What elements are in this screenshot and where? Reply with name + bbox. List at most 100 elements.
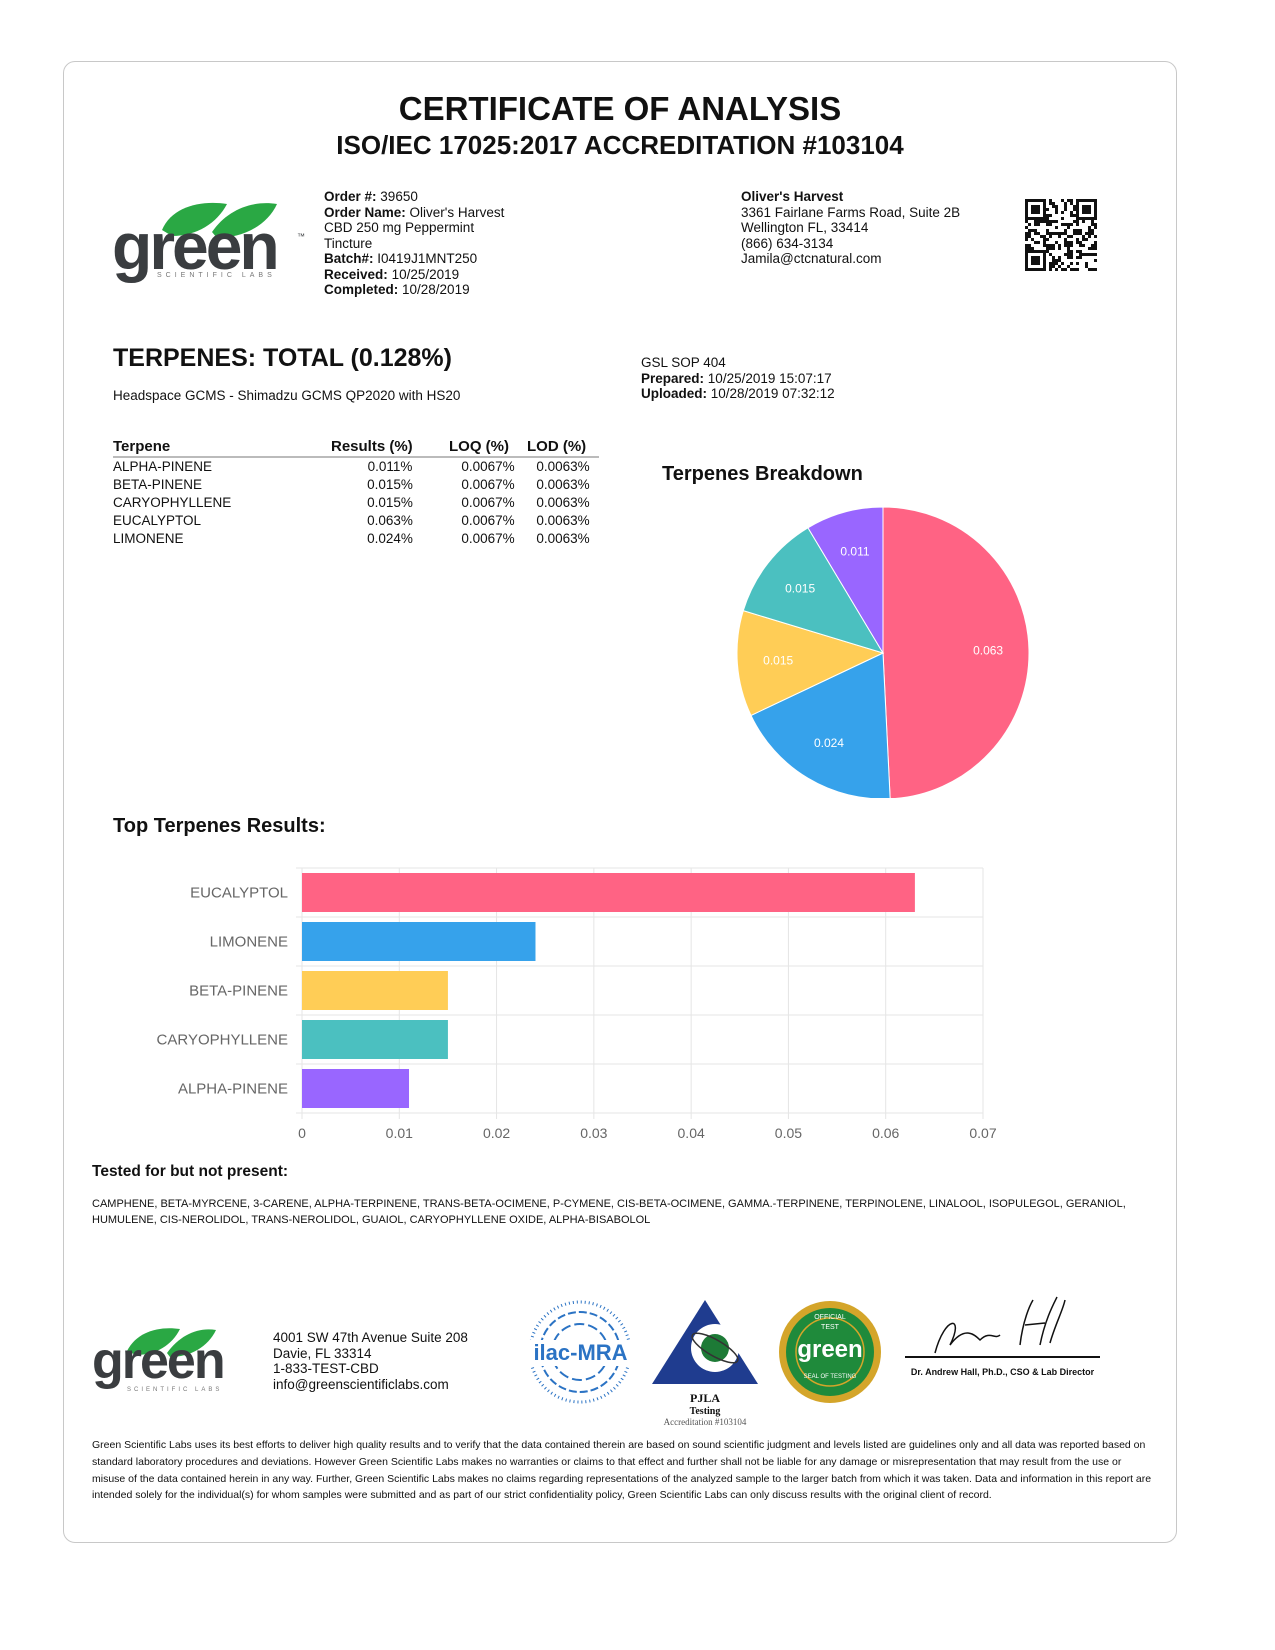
lab-email: info@greenscientificlabs.com [273, 1376, 449, 1392]
order-name-line: Tincture [324, 235, 373, 251]
label: Completed: [324, 282, 399, 297]
logo-tagline: SCIENTIFIC LABS [157, 272, 276, 279]
loq-value: 0.0067% [461, 495, 515, 510]
not-present-list: CAMPHENE, BETA-MYRCENE, 3-CARENE, ALPHA-… [92, 1198, 1126, 1226]
lab-city: Davie, FL 33314 [273, 1345, 372, 1361]
terpene-name: BETA-PINENE [113, 477, 203, 492]
logo-wordmark: green [92, 1332, 226, 1390]
pie-slice-caryophyllene [742, 527, 885, 654]
method-text: Headspace GCMS - Shimadzu GCMS QP2020 wi… [113, 388, 461, 403]
qr-code-icon[interactable] [1025, 199, 1097, 271]
completed-date: 10/28/2019 [402, 282, 470, 297]
seal-icon [779, 1301, 881, 1403]
order-info: Order #: 39650 Order Name: Oliver's Harv… [324, 189, 504, 298]
not-present-title: Tested for but not present: [92, 1163, 289, 1180]
official-test-seal: OFFICIAL TEST green SEAL OF TESTING [778, 1300, 882, 1404]
signature-icon [905, 1296, 1100, 1358]
table-row: EUCALYPTOL 0.063% 0.0067% 0.0063% [113, 512, 599, 530]
loq-value: 0.0067% [461, 513, 515, 528]
result-value: 0.015% [367, 495, 413, 510]
terpene-name: CARYOPHYLLENE [113, 495, 232, 510]
client-city: Wellington FL, 33414 [741, 220, 869, 235]
footer-green-logo: green SCIENTIFIC LABS [92, 1325, 242, 1400]
loq-value: 0.0067% [461, 531, 515, 546]
order-number: 39650 [380, 189, 418, 204]
lod-value: 0.0063% [536, 459, 590, 474]
page-frame [63, 61, 1177, 1543]
client-address: 3361 Fairlane Farms Road, Suite 2B [741, 204, 961, 220]
signature-block: Dr. Andrew Hall, Ph.D., CSO & Lab Direct… [905, 1295, 1100, 1380]
ilac-text: ilac-MRA [528, 1340, 633, 1366]
lod-value: 0.0063% [536, 477, 590, 492]
order-name: Oliver's Harvest [409, 204, 505, 220]
x-tick-label: 0 [298, 1125, 306, 1141]
seal-logo-text: green [797, 1336, 863, 1363]
column-header: LOQ (%) [449, 438, 527, 458]
bar-limonene [302, 922, 536, 961]
terpenes-pie-chart: 0.063 0.024 0.015 0.015 0.011 [736, 506, 1030, 798]
label: Received: [324, 266, 388, 282]
table-row: BETA-PINENE 0.015% 0.0067% 0.0063% [113, 476, 599, 494]
client-phone: (866) 634-3134 [741, 235, 834, 251]
bar-caryophyllene [302, 1020, 448, 1059]
result-value: 0.011% [367, 459, 413, 474]
y-category-label: ALPHA-PINENE [178, 1081, 288, 1098]
table-header: Terpene Results (%) LOQ (%) LOD (%) [113, 438, 599, 458]
green-logo: green ™ SCIENTIFIC LABS [112, 198, 312, 288]
lab-address: 4001 SW 47th Avenue Suite 208 [273, 1330, 468, 1345]
x-tick-label: 0.02 [483, 1125, 510, 1141]
terpene-name: LIMONENE [113, 531, 184, 546]
bar-chart-title: Top Terpenes Results: [113, 815, 326, 837]
pie-data-label: 0.011 [840, 545, 869, 559]
y-category-label: EUCALYPTOL [190, 885, 288, 902]
result-value: 0.024% [367, 531, 413, 546]
logo-tagline: SCIENTIFIC LABS [127, 1387, 223, 1393]
lod-value: 0.0063% [536, 513, 590, 528]
table-row: CARYOPHYLLENE 0.015% 0.0067% 0.0063% [113, 494, 599, 512]
disclaimer: Green Scientific Labs uses its best effo… [92, 1439, 1152, 1502]
y-category-label: BETA-PINENE [189, 983, 288, 1000]
sop-number: GSL SOP 404 [641, 355, 726, 370]
x-tick-label: 0.03 [580, 1125, 607, 1141]
pie-slice-limonene [750, 652, 891, 798]
pjla-testing: Testing [689, 1406, 721, 1417]
pie-slice-eucalyptol [882, 506, 1030, 798]
pie-data-label: 0.015 [785, 581, 815, 595]
loq-value: 0.0067% [461, 459, 515, 474]
lod-value: 0.0063% [536, 531, 590, 546]
pjla-text: PJLA [690, 1391, 720, 1405]
lod-value: 0.0063% [536, 495, 590, 510]
seal-test-text: TEST [821, 1324, 839, 1331]
column-header: LOD (%) [527, 438, 599, 458]
client-email: Jamila@ctcnatural.com [741, 251, 882, 266]
seal-top-text: OFFICIAL [814, 1314, 846, 1321]
pjla-seal: PJLA Testing Accreditation #103104 [650, 1298, 760, 1428]
result-value: 0.063% [367, 513, 413, 528]
terpenes-total-title: TERPENES: TOTAL (0.128%) [113, 344, 452, 372]
terpene-name: ALPHA-PINENE [113, 459, 213, 474]
prepared-date: 10/25/2019 15:07:17 [707, 370, 832, 386]
received-date: 10/25/2019 [391, 266, 460, 282]
column-header: Results (%) [331, 438, 449, 458]
column-header: Terpene [113, 438, 331, 458]
pie-slice-alpha-pinene [807, 506, 884, 655]
result-value: 0.015% [367, 477, 413, 492]
document-title: CERTIFICATE OF ANALYSIS [398, 90, 842, 127]
x-tick-label: 0.05 [775, 1125, 802, 1141]
table-row: ALPHA-PINENE 0.011% 0.0067% 0.0063% [113, 457, 599, 476]
client-info: Oliver's Harvest 3361 Fairlane Farms Roa… [741, 189, 960, 267]
x-tick-label: 0.04 [678, 1125, 705, 1141]
label: Order Name: [324, 204, 406, 220]
pie-data-label: 0.015 [763, 654, 793, 668]
order-name-line: CBD 250 mg Peppermint [324, 220, 475, 235]
pie-data-label: 0.063 [973, 643, 1003, 657]
x-tick-label: 0.06 [872, 1125, 899, 1141]
loq-value: 0.0067% [461, 477, 515, 492]
seal-bottom-text: SEAL OF TESTING [803, 1374, 857, 1380]
pjla-triangle-icon [652, 1300, 758, 1384]
y-category-label: LIMONENE [210, 934, 288, 951]
y-category-label: CARYOPHYLLENE [157, 1032, 288, 1049]
client-name: Oliver's Harvest [741, 189, 844, 204]
label: Batch#: [324, 251, 374, 266]
